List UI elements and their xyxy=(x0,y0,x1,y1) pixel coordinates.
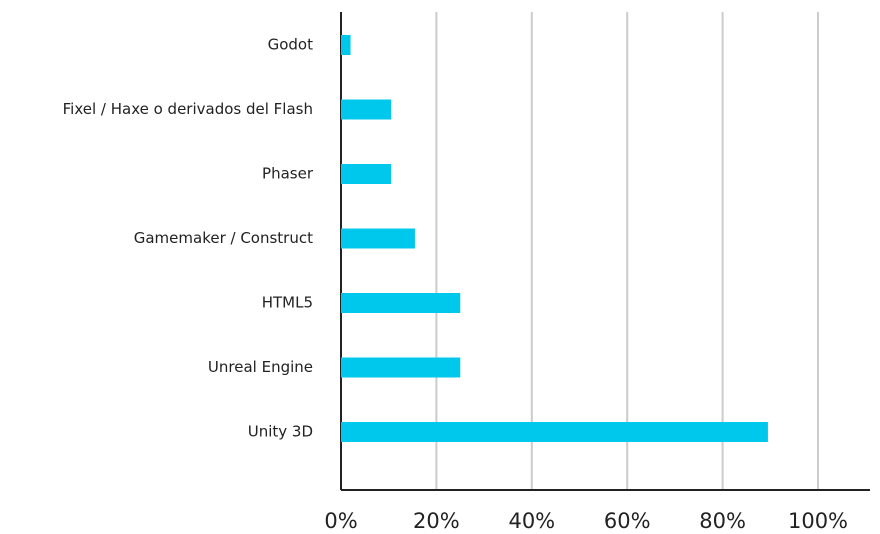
bar xyxy=(341,422,768,442)
y-tick-label: HTML5 xyxy=(262,294,313,312)
x-tick-label: 80% xyxy=(699,509,746,533)
y-tick-label: Godot xyxy=(268,36,313,54)
bar xyxy=(341,164,392,184)
x-tick-label: 60% xyxy=(604,509,651,533)
bar xyxy=(341,35,351,55)
bar xyxy=(341,99,392,120)
x-tick-label: 20% xyxy=(413,509,460,533)
y-tick-label: Unreal Engine xyxy=(208,358,313,376)
bar xyxy=(341,228,415,249)
y-tick-label: Unity 3D xyxy=(248,423,313,441)
y-tick-label: Phaser xyxy=(262,165,314,183)
y-tick-label: Gamemaker / Construct xyxy=(134,229,313,247)
x-tick-label: 100% xyxy=(788,509,848,533)
y-tick-label: Fixel / Haxe o derivados del Flash xyxy=(63,100,313,118)
bar xyxy=(341,357,461,378)
x-tick-label: 0% xyxy=(324,509,357,533)
x-tick-label: 40% xyxy=(508,509,555,533)
bar xyxy=(341,293,461,313)
